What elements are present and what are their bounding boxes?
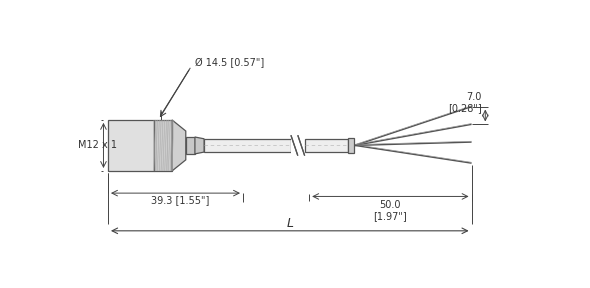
Text: Ø 14.5 [0.57"]: Ø 14.5 [0.57"] [195,58,264,69]
Bar [291,134,304,157]
Text: 50.0
[1.97"]: 50.0 [1.97"] [373,200,407,221]
Text: 39.3 [1.55"]: 39.3 [1.55"] [151,195,209,205]
Text: 7.0
[0.28"]: 7.0 [0.28"] [448,92,481,113]
Bar [108,120,154,171]
Bar [304,139,348,152]
Polygon shape [195,137,204,154]
Bar [204,139,291,152]
Bar [154,120,172,171]
Text: L: L [286,217,293,230]
Bar [348,138,353,153]
Bar [186,137,195,154]
Text: M12 x 1: M12 x 1 [78,141,117,150]
Polygon shape [172,120,186,171]
